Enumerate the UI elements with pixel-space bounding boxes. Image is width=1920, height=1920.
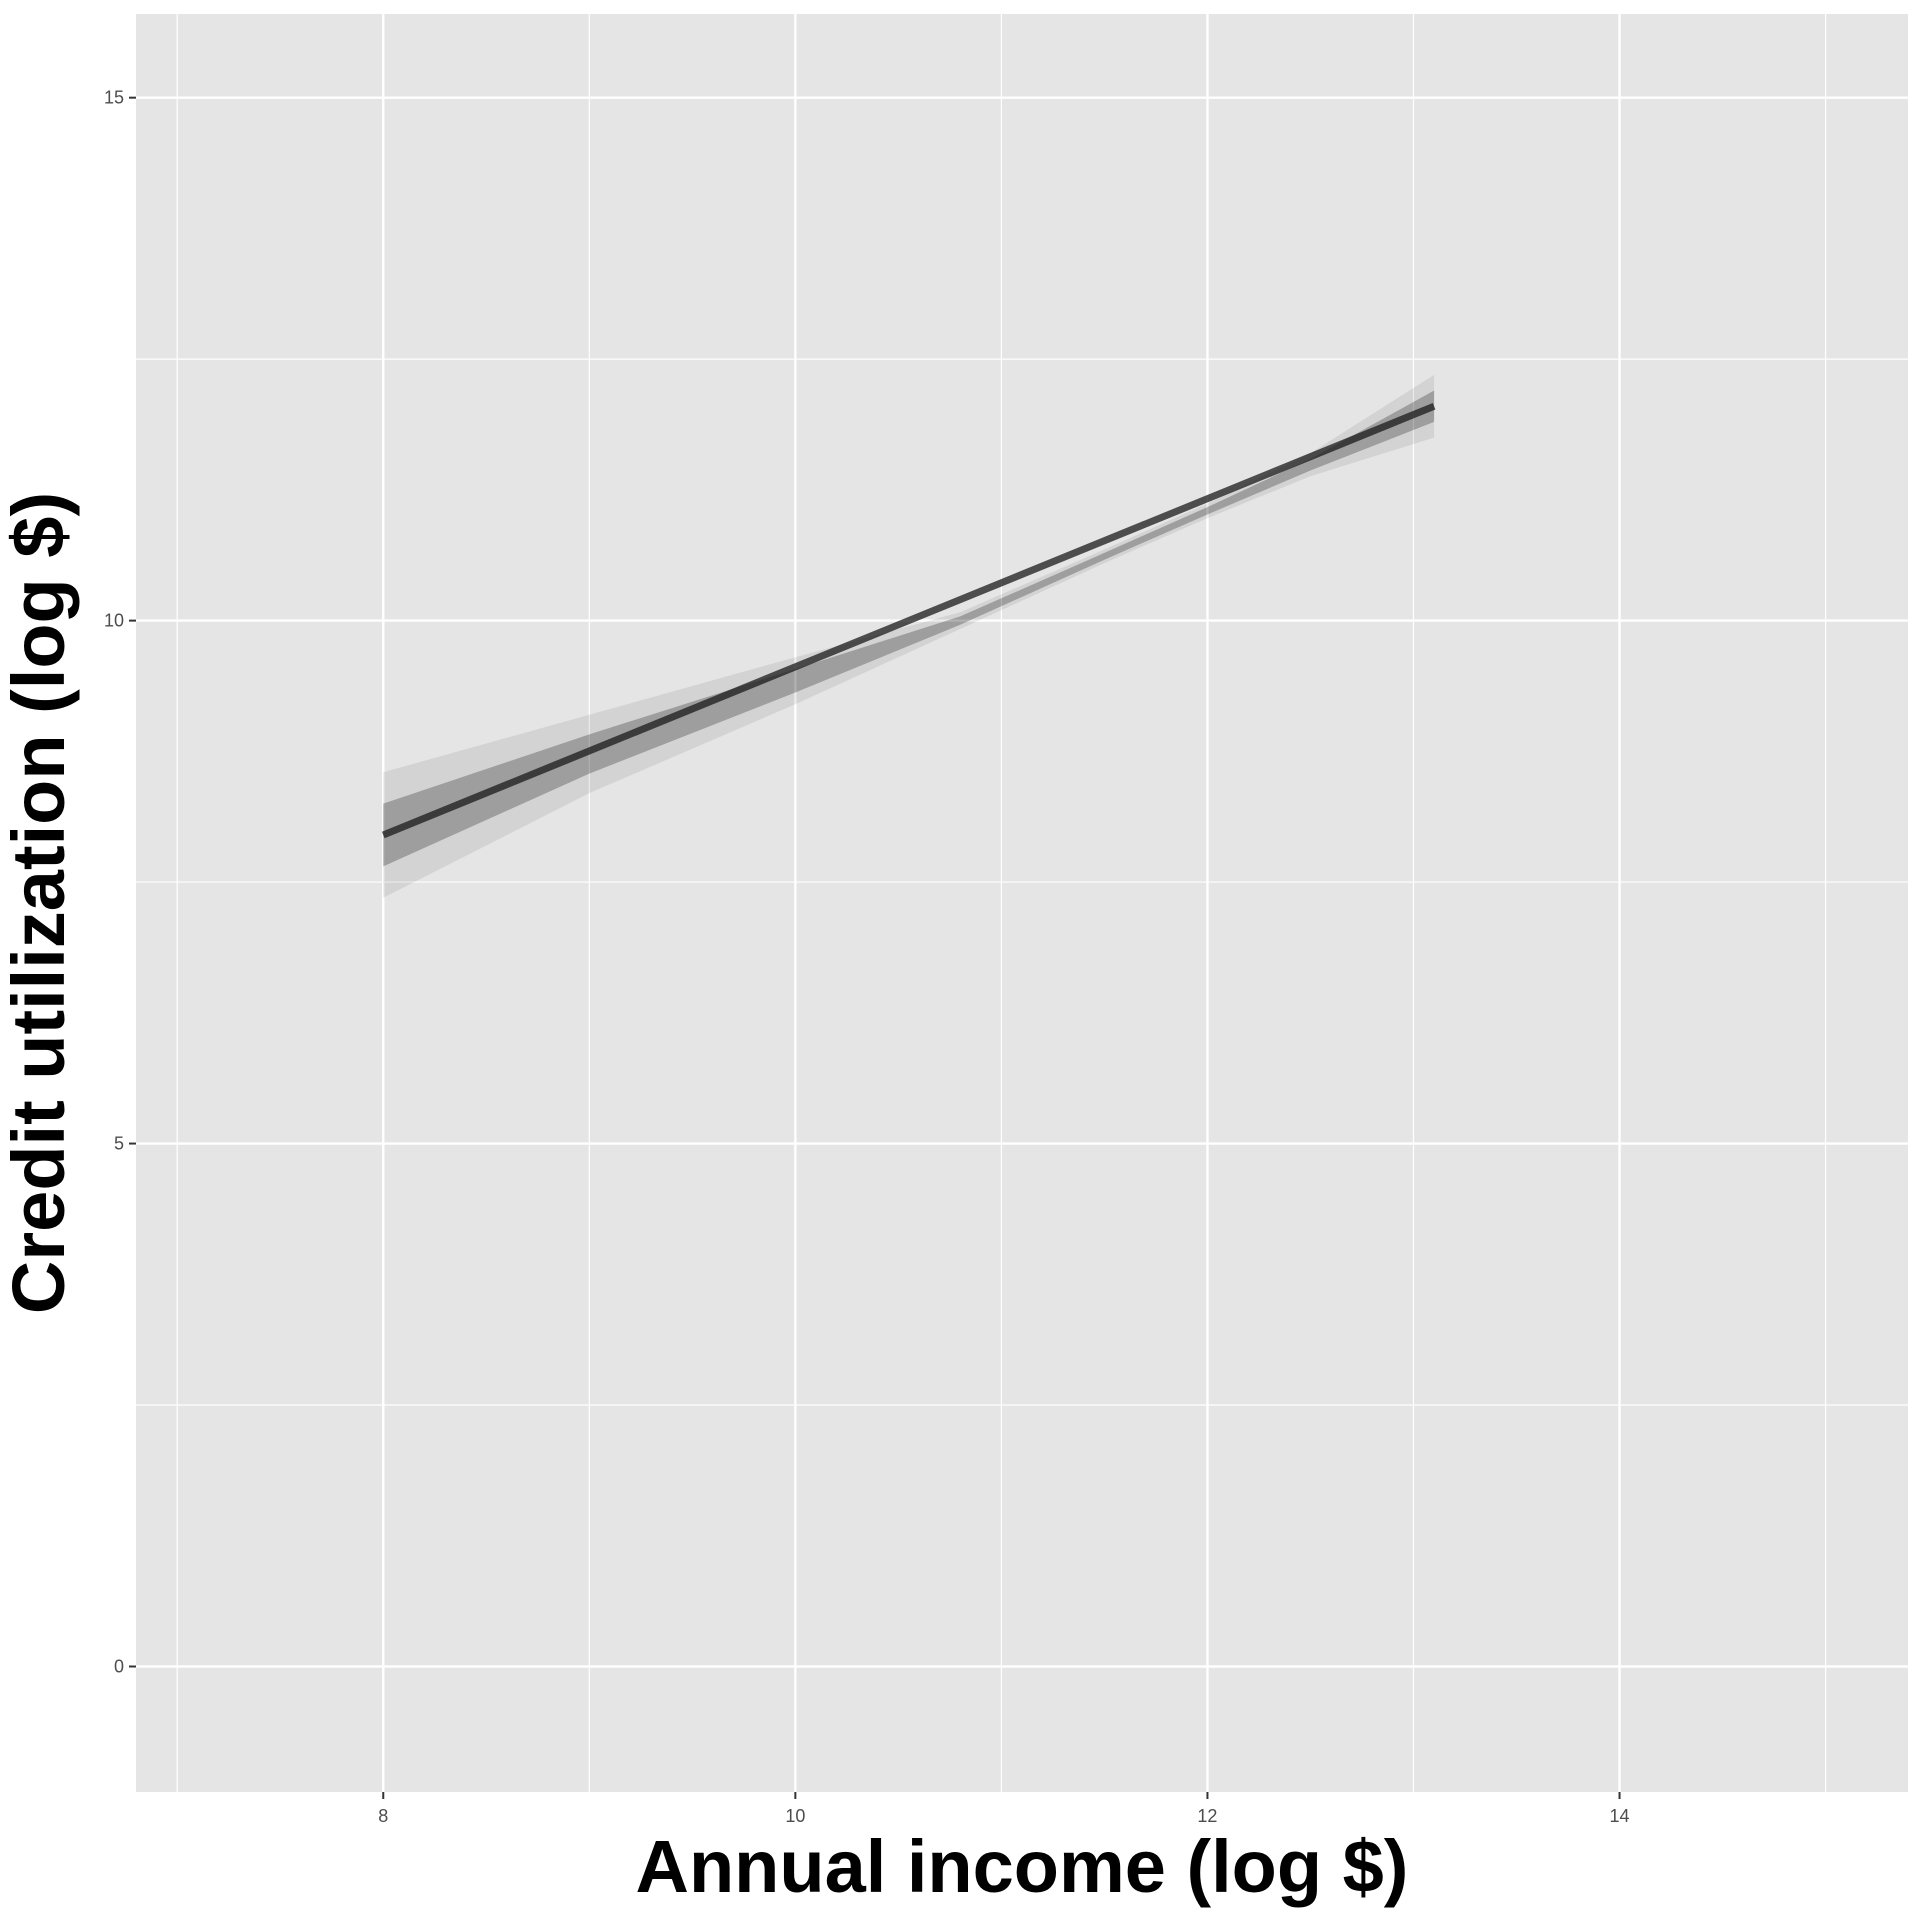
y-tick-label: 10: [104, 611, 124, 631]
y-tick-label: 15: [104, 88, 124, 108]
major-gridlines: [136, 14, 1908, 1792]
series-line: [381, 402, 1436, 839]
uncertainty-band: [383, 374, 1435, 898]
plot-panel: [136, 14, 1908, 1792]
y-tick-label: 5: [114, 1134, 124, 1154]
regression-lines: [381, 402, 1436, 839]
x-tick-label: 14: [1610, 1806, 1630, 1826]
y-axis-title: Credit utilization (log $): [0, 492, 80, 1314]
band-inner: [383, 390, 1435, 867]
x-tick-label: 10: [785, 1806, 805, 1826]
x-axis-title: Annual income (log $): [636, 1825, 1409, 1908]
band-outer: [383, 374, 1435, 898]
x-axis: 8 10 12 14: [378, 1792, 1630, 1826]
x-tick-label: 12: [1197, 1806, 1217, 1826]
y-axis: 0 5 10 15: [104, 88, 136, 1676]
minor-gridlines: [136, 14, 1908, 1792]
x-tick-label: 8: [378, 1806, 388, 1826]
y-tick-label: 0: [114, 1656, 124, 1676]
